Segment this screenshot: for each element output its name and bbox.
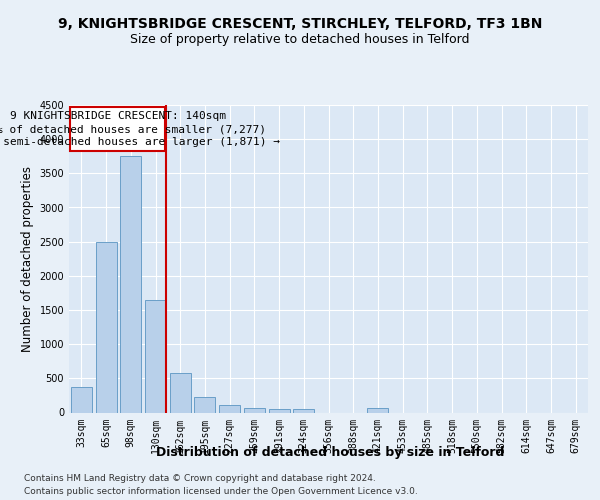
- Text: Contains public sector information licensed under the Open Government Licence v3: Contains public sector information licen…: [24, 487, 418, 496]
- Bar: [194, 398, 215, 412]
- Bar: [244, 408, 265, 412]
- Bar: [120, 156, 141, 412]
- Bar: [95, 242, 116, 412]
- Bar: [367, 408, 388, 412]
- Text: Contains HM Land Registry data © Crown copyright and database right 2024.: Contains HM Land Registry data © Crown c…: [24, 474, 376, 483]
- Bar: [293, 410, 314, 412]
- Text: Distribution of detached houses by size in Telford: Distribution of detached houses by size …: [156, 446, 504, 459]
- Bar: [219, 406, 240, 412]
- Bar: [145, 300, 166, 412]
- Y-axis label: Number of detached properties: Number of detached properties: [21, 166, 34, 352]
- Text: 9, KNIGHTSBRIDGE CRESCENT, STIRCHLEY, TELFORD, TF3 1BN: 9, KNIGHTSBRIDGE CRESCENT, STIRCHLEY, TE…: [58, 18, 542, 32]
- Bar: [170, 373, 191, 412]
- Bar: [71, 387, 92, 412]
- FancyBboxPatch shape: [70, 107, 165, 152]
- Text: Size of property relative to detached houses in Telford: Size of property relative to detached ho…: [130, 32, 470, 46]
- Text: 9 KNIGHTSBRIDGE CRESCENT: 140sqm
← 79% of detached houses are smaller (7,277)
20: 9 KNIGHTSBRIDGE CRESCENT: 140sqm ← 79% o…: [0, 111, 280, 148]
- Bar: [269, 408, 290, 412]
